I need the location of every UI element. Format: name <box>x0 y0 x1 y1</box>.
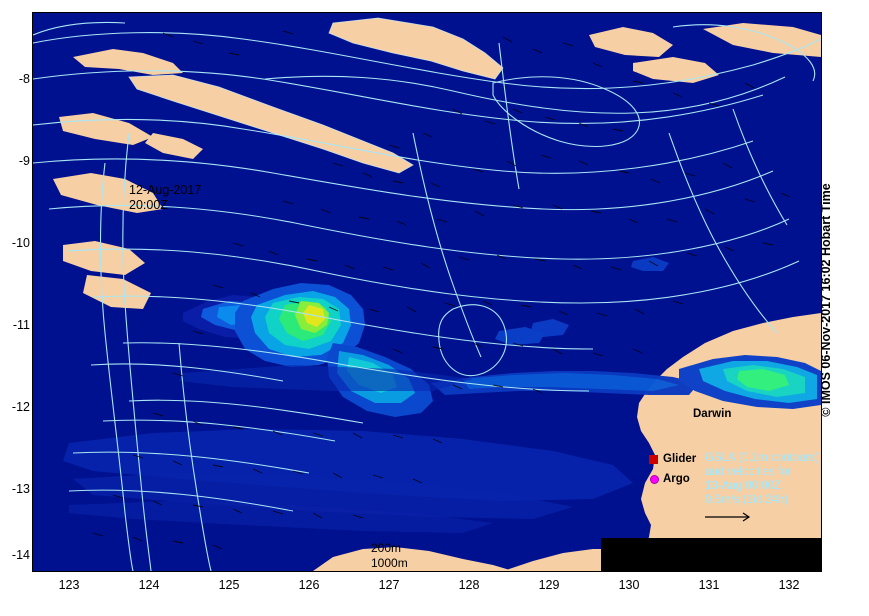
y-tick-label: -11 <box>12 318 30 332</box>
x-tick-label: 131 <box>698 578 720 592</box>
map-canvas: 12-Aug-2017 20:00Z Darwin Glider Argo GS… <box>33 13 821 571</box>
colorbar-panel: Age (days) of filled SST (wrt latest) 0 … <box>601 538 821 571</box>
x-tick-label: 129 <box>538 578 560 592</box>
argo-legend-label: Argo <box>663 473 690 485</box>
sst-age-field <box>63 257 821 533</box>
x-axis: 123 124 125 126 127 128 129 130 131 132 <box>32 578 822 598</box>
y-axis: -8 -9 -10 -11 -12 -13 -14 <box>0 12 30 572</box>
timestamp-annotation: 12-Aug-2017 20:00Z <box>129 183 202 212</box>
glider-legend-label: Glider <box>663 453 697 465</box>
y-tick-label: -9 <box>18 154 30 168</box>
y-tick-label: -10 <box>11 236 30 250</box>
y-tick-label: -14 <box>11 548 30 562</box>
x-tick-label: 132 <box>778 578 800 592</box>
place-label-darwin: Darwin <box>693 408 732 420</box>
velocity-vectors <box>92 30 791 550</box>
x-tick-label: 130 <box>618 578 640 592</box>
copyright-credit: © IMOS 06-Nov-2017 16:02 Hobart Time <box>819 183 833 417</box>
gsla-note: GSLA (0.1m contours) and velocities for … <box>705 452 819 506</box>
map-panel[interactable]: 12-Aug-2017 20:00Z Darwin Glider Argo GS… <box>32 12 822 572</box>
velocity-scale-arrow <box>705 512 751 522</box>
y-tick-label: -12 <box>11 400 30 414</box>
bathy-label-1000m: 1000m <box>371 556 408 570</box>
y-tick-label: -8 <box>18 72 30 86</box>
x-tick-label: 125 <box>218 578 240 592</box>
x-tick-label: 124 <box>138 578 160 592</box>
x-tick-label: 126 <box>298 578 320 592</box>
bathy-label-200m: 200m <box>371 541 402 555</box>
glider-marker-icon <box>649 455 658 464</box>
x-tick-label: 123 <box>58 578 80 592</box>
x-tick-label: 128 <box>458 578 480 592</box>
y-tick-label: -13 <box>11 482 30 496</box>
argo-marker-icon <box>650 475 659 484</box>
x-tick-label: 127 <box>378 578 400 592</box>
gsla-contours <box>33 17 821 571</box>
